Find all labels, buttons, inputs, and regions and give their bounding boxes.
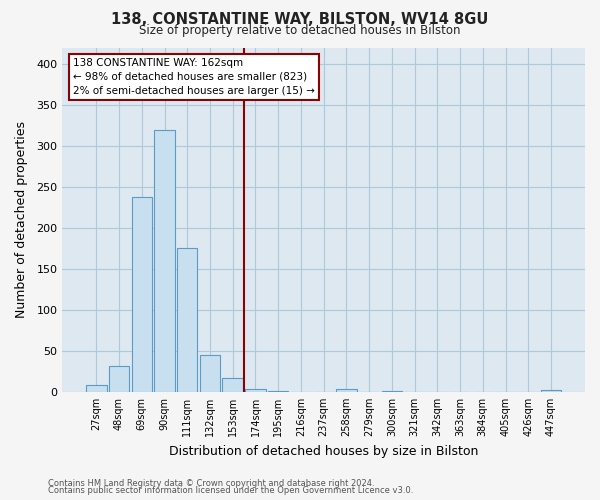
Bar — [86, 386, 107, 392]
Bar — [268, 391, 289, 392]
Text: 138 CONSTANTINE WAY: 162sqm
← 98% of detached houses are smaller (823)
2% of sem: 138 CONSTANTINE WAY: 162sqm ← 98% of det… — [73, 58, 314, 96]
Bar — [541, 390, 561, 392]
Text: 138, CONSTANTINE WAY, BILSTON, WV14 8GU: 138, CONSTANTINE WAY, BILSTON, WV14 8GU — [112, 12, 488, 28]
Text: Contains public sector information licensed under the Open Government Licence v3: Contains public sector information licen… — [48, 486, 413, 495]
Bar — [177, 248, 197, 392]
Bar — [382, 391, 402, 392]
Bar — [154, 130, 175, 392]
Bar — [245, 388, 266, 392]
Bar — [109, 366, 129, 392]
Text: Contains HM Land Registry data © Crown copyright and database right 2024.: Contains HM Land Registry data © Crown c… — [48, 478, 374, 488]
X-axis label: Distribution of detached houses by size in Bilston: Distribution of detached houses by size … — [169, 444, 478, 458]
Bar — [336, 390, 356, 392]
Bar — [131, 197, 152, 392]
Text: Size of property relative to detached houses in Bilston: Size of property relative to detached ho… — [139, 24, 461, 37]
Bar — [200, 355, 220, 392]
Y-axis label: Number of detached properties: Number of detached properties — [15, 121, 28, 318]
Bar — [223, 378, 243, 392]
